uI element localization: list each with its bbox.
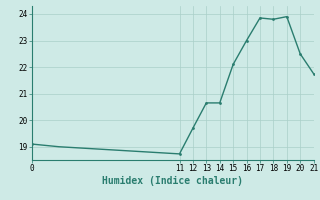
X-axis label: Humidex (Indice chaleur): Humidex (Indice chaleur) — [102, 176, 243, 186]
